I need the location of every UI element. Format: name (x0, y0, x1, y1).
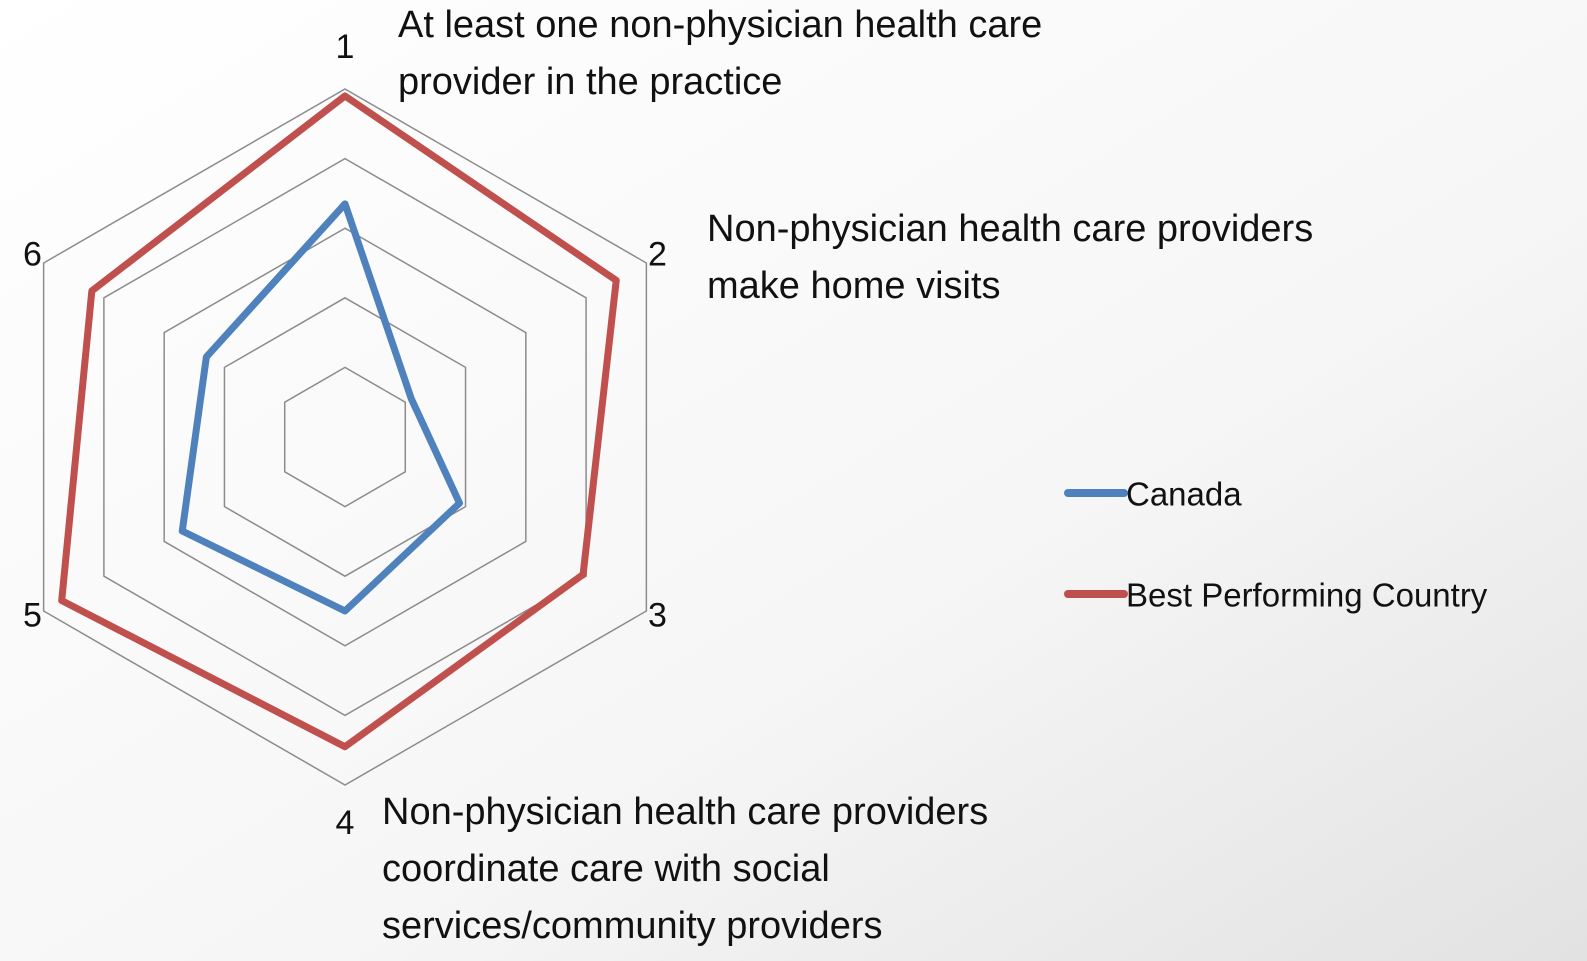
annotation: services/community providers (382, 905, 882, 947)
annotation: make home visits (707, 265, 1001, 307)
category-label: 4 (336, 804, 355, 842)
category-label: 3 (648, 596, 667, 634)
legend-label: Best Performing Country (1126, 577, 1488, 614)
grid-ring (223, 296, 467, 578)
legend-label: Canada (1126, 476, 1242, 513)
grid-ring (42, 88, 648, 786)
grid-ring (283, 366, 407, 508)
category-label: 1 (336, 28, 355, 66)
grid-ring (103, 157, 587, 717)
category-label: 6 (23, 236, 42, 274)
annotation: Non-physician health care providers (707, 208, 1313, 250)
grid-ring (163, 227, 527, 647)
category-label: 5 (23, 596, 42, 634)
series-line (58, 92, 620, 751)
annotation: coordinate care with social (382, 848, 830, 890)
annotation: Non-physician health care providers (382, 791, 988, 833)
series-line (178, 200, 464, 615)
annotation: provider in the practice (398, 61, 782, 103)
annotation: At least one non-physician health care (398, 4, 1042, 46)
category-label: 2 (648, 236, 667, 274)
